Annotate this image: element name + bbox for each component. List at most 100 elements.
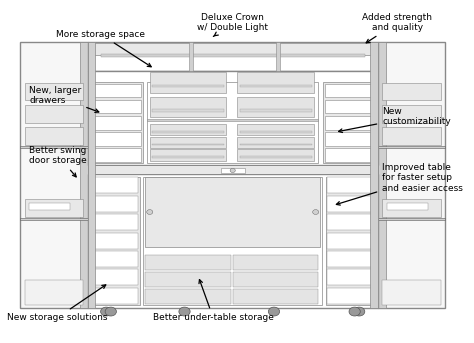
Circle shape: [230, 168, 235, 173]
Bar: [386, 203, 428, 210]
Bar: [382, 280, 441, 305]
Circle shape: [313, 210, 319, 214]
Bar: [328, 251, 372, 267]
Bar: [152, 156, 224, 158]
Bar: [94, 100, 140, 113]
Bar: [146, 255, 230, 270]
Bar: [233, 255, 318, 270]
Bar: [378, 42, 445, 308]
Text: New
customizability: New customizability: [338, 107, 451, 132]
Bar: [94, 132, 140, 146]
Bar: [328, 233, 372, 249]
Bar: [150, 137, 226, 148]
Bar: [25, 83, 83, 100]
Bar: [239, 156, 312, 158]
Text: More storage space: More storage space: [56, 30, 151, 67]
Bar: [146, 272, 230, 287]
Bar: [94, 84, 140, 97]
Bar: [382, 105, 441, 123]
Bar: [328, 214, 372, 230]
Bar: [382, 127, 441, 145]
Circle shape: [100, 307, 112, 316]
Bar: [328, 269, 372, 285]
Bar: [143, 177, 322, 305]
Bar: [25, 105, 83, 123]
Bar: [150, 97, 226, 117]
Bar: [92, 82, 143, 163]
Text: Added strength
and quality: Added strength and quality: [362, 13, 432, 43]
Text: Better under-table storage: Better under-table storage: [153, 280, 273, 322]
Bar: [325, 149, 371, 162]
Text: Better swing
door storage: Better swing door storage: [29, 146, 87, 177]
Bar: [150, 72, 226, 93]
Circle shape: [179, 307, 190, 316]
Bar: [152, 143, 224, 145]
Bar: [325, 100, 371, 113]
Bar: [147, 119, 319, 121]
Bar: [20, 218, 88, 220]
Bar: [93, 251, 138, 267]
Bar: [93, 288, 138, 304]
Bar: [93, 214, 138, 230]
Bar: [239, 131, 312, 133]
Bar: [239, 109, 312, 112]
Circle shape: [349, 307, 360, 316]
Bar: [325, 132, 371, 146]
Bar: [328, 288, 372, 304]
Bar: [237, 137, 314, 148]
Bar: [93, 233, 138, 249]
Bar: [233, 288, 318, 304]
Bar: [237, 124, 314, 135]
Bar: [25, 280, 83, 305]
Circle shape: [354, 307, 365, 316]
Bar: [150, 124, 226, 135]
Text: New storage solutions: New storage solutions: [7, 285, 108, 322]
Bar: [239, 143, 312, 145]
Bar: [233, 272, 318, 287]
Bar: [147, 82, 319, 163]
Bar: [328, 196, 372, 212]
Bar: [25, 127, 83, 145]
Bar: [378, 146, 445, 148]
Bar: [152, 109, 224, 112]
Bar: [100, 55, 365, 57]
Bar: [146, 288, 230, 304]
Bar: [94, 149, 140, 162]
Bar: [29, 203, 70, 210]
Bar: [92, 177, 140, 305]
Bar: [239, 84, 312, 87]
Bar: [325, 84, 371, 97]
Bar: [88, 174, 378, 308]
Bar: [221, 168, 245, 173]
Text: Improved table
for faster setup
and easier access: Improved table for faster setup and easi…: [337, 163, 463, 205]
Bar: [237, 72, 314, 93]
Bar: [146, 177, 320, 247]
Bar: [94, 116, 140, 130]
Bar: [150, 149, 226, 161]
Bar: [93, 269, 138, 285]
Text: Deluxe Crown
w/ Double Light: Deluxe Crown w/ Double Light: [197, 13, 268, 36]
Bar: [88, 42, 95, 308]
Bar: [92, 43, 374, 55]
Bar: [80, 42, 88, 308]
Bar: [378, 218, 445, 220]
Bar: [88, 71, 378, 165]
Bar: [189, 42, 192, 71]
Bar: [370, 42, 378, 308]
Bar: [93, 177, 138, 193]
Bar: [328, 177, 372, 193]
Bar: [237, 149, 314, 161]
Bar: [88, 165, 378, 174]
Bar: [152, 84, 224, 87]
Bar: [382, 199, 441, 217]
Circle shape: [268, 307, 280, 316]
Bar: [20, 146, 88, 148]
Bar: [326, 177, 374, 305]
Circle shape: [105, 307, 117, 316]
Bar: [323, 82, 374, 163]
Bar: [93, 196, 138, 212]
Circle shape: [147, 210, 153, 214]
Text: New, larger
drawers: New, larger drawers: [29, 86, 99, 113]
Bar: [20, 42, 88, 308]
Bar: [237, 97, 314, 117]
